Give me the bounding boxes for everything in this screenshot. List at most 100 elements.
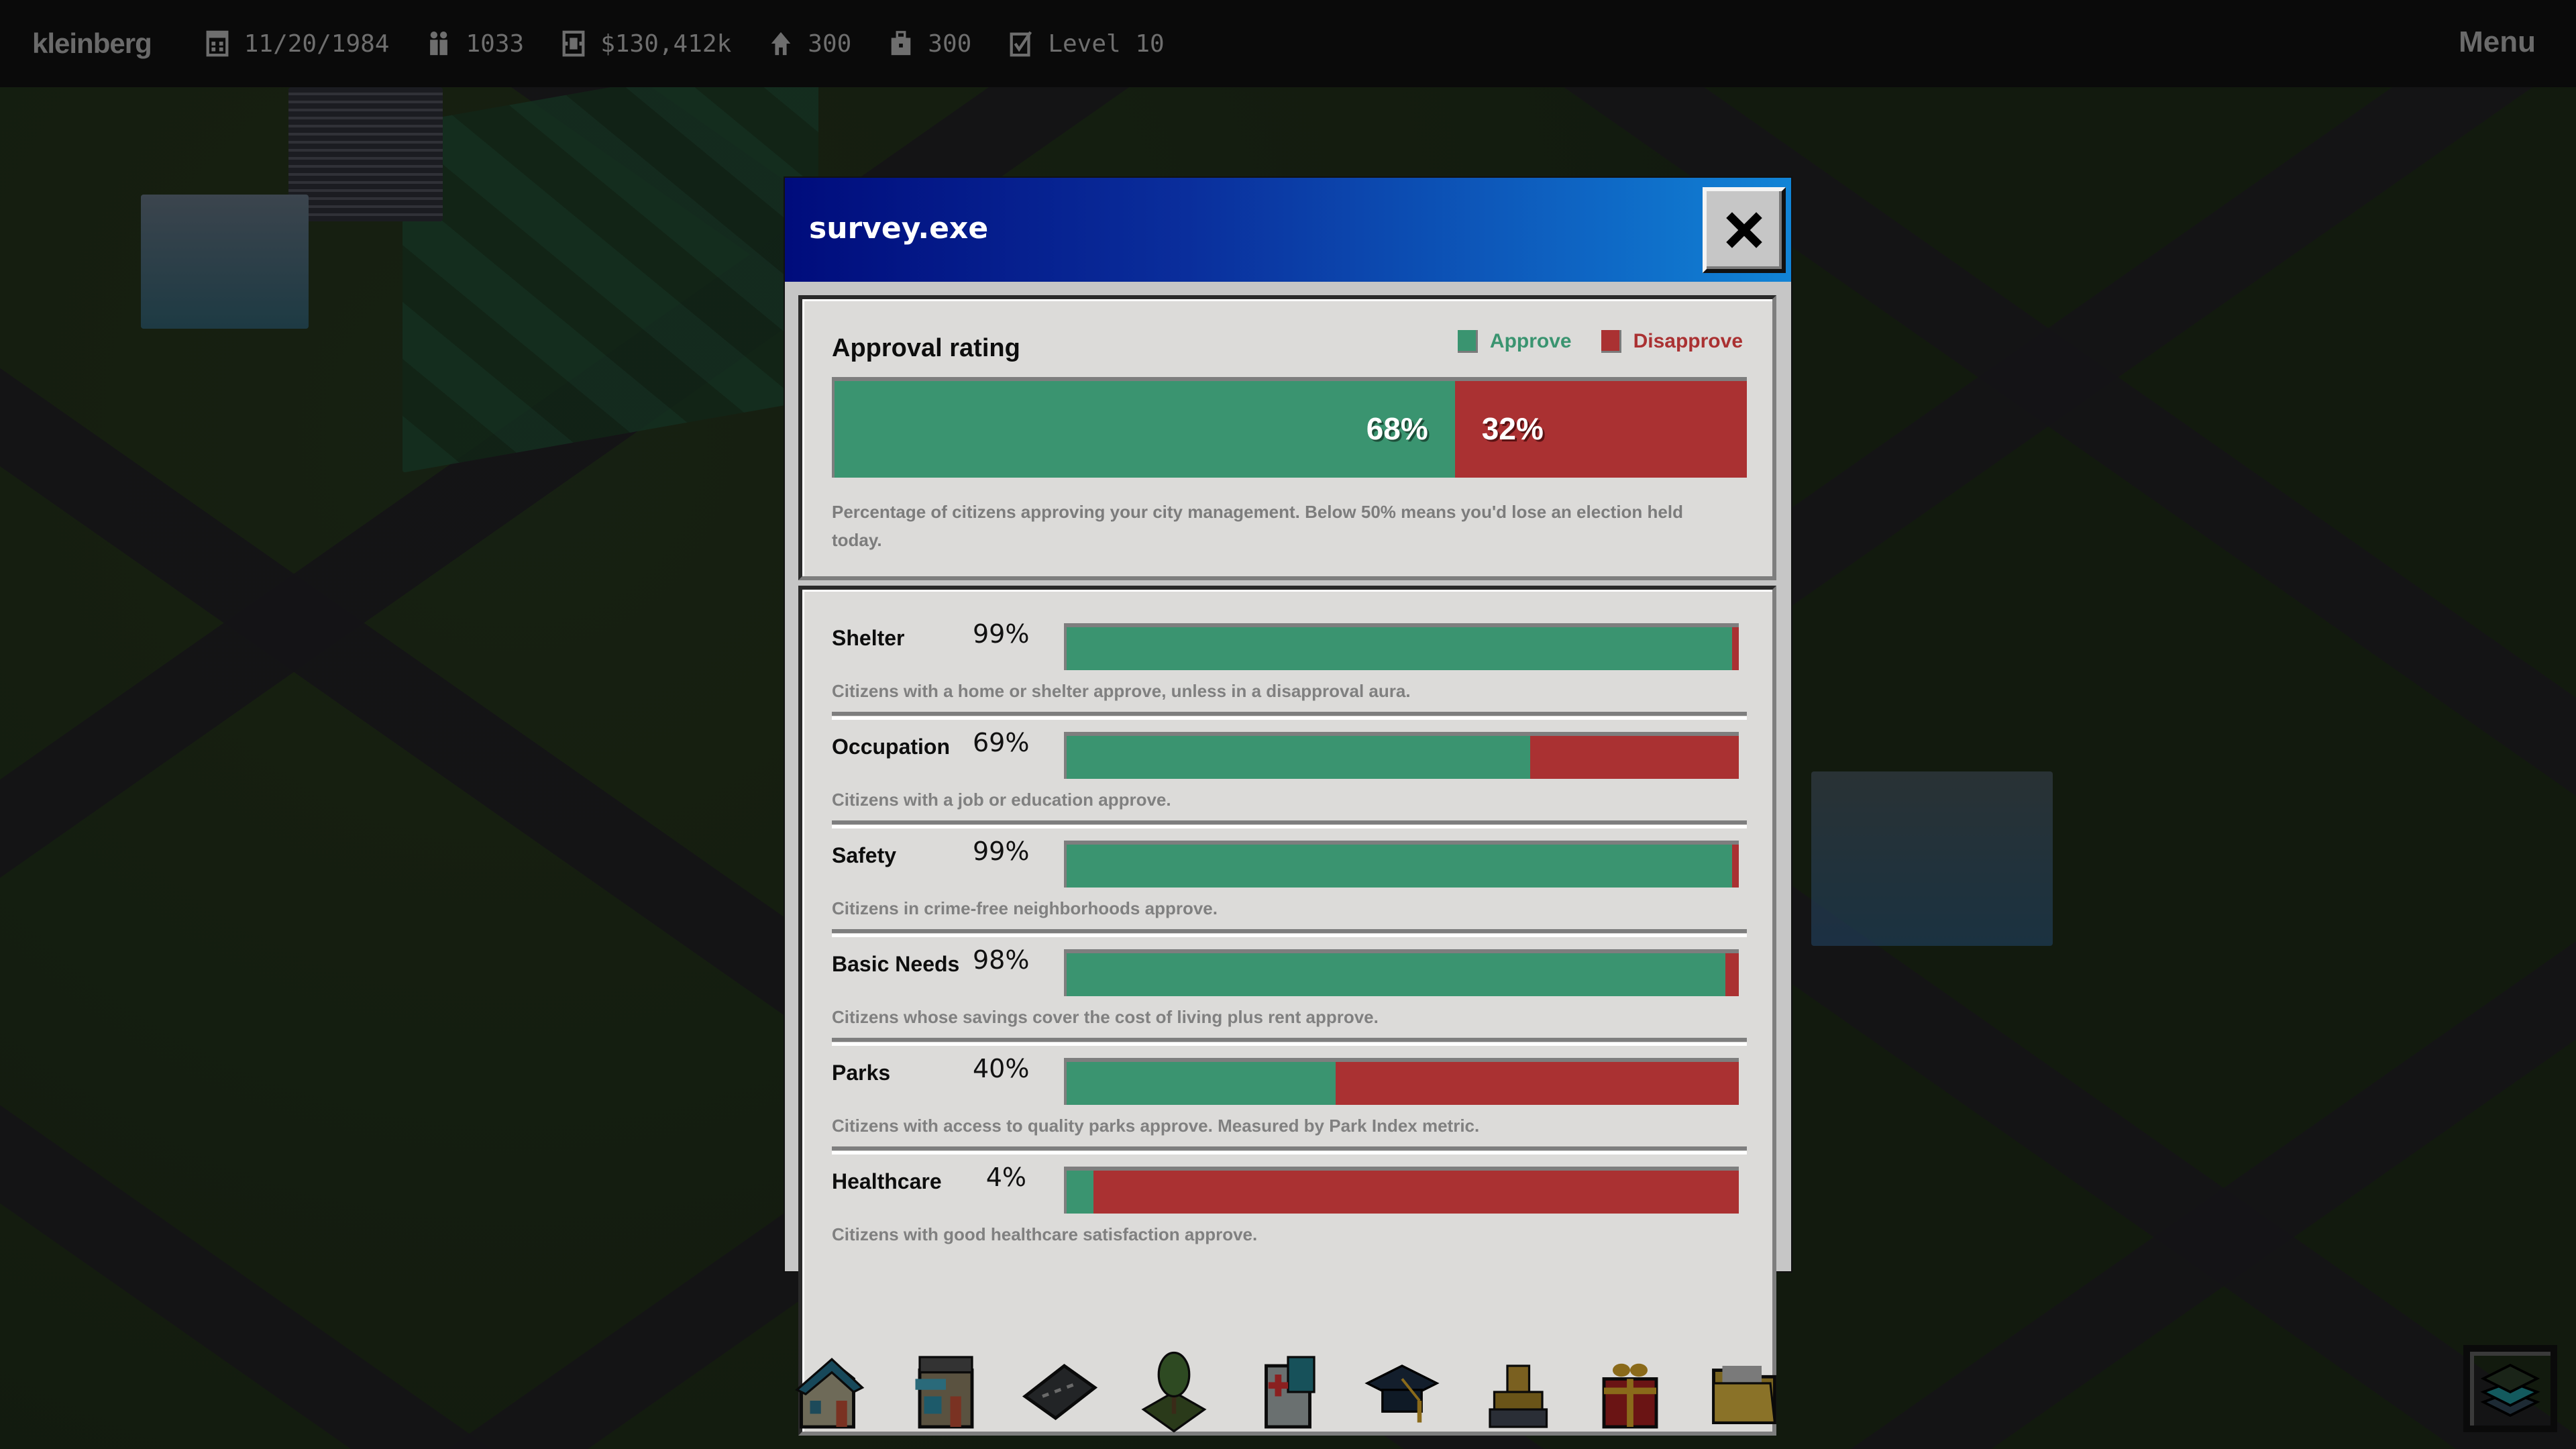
checkbox-icon (1009, 30, 1033, 57)
factor-bar (1064, 949, 1739, 996)
factor-bar-approve (1067, 1171, 1094, 1214)
bulldozer-icon (1489, 1364, 1548, 1428)
jobs-value: 300 (928, 30, 972, 58)
factor-bar (1064, 841, 1739, 888)
level-stat: Level 10 (1009, 30, 1165, 58)
factor-description: Citizens with a job or education approve… (832, 790, 1171, 810)
menu-button[interactable]: Menu (2459, 25, 2536, 58)
road-tool[interactable] (1013, 1345, 1107, 1439)
legend-disapprove-label: Disapprove (1633, 330, 1743, 352)
gift-tool[interactable] (1583, 1345, 1677, 1439)
date-stat: 11/20/1984 (205, 30, 390, 58)
healthcare-tool[interactable] (1241, 1345, 1335, 1439)
approval-description: Percentage of citizens approving your ci… (832, 502, 1683, 550)
bulldozer-tool[interactable] (1469, 1345, 1563, 1439)
factor-name: Occupation (832, 735, 951, 759)
factor-bar-approve (1067, 736, 1531, 779)
education-tool[interactable] (1355, 1345, 1449, 1439)
factor-bar (1064, 1058, 1739, 1105)
factor-name: Basic Needs (832, 952, 960, 976)
close-button[interactable] (1703, 187, 1786, 273)
folder-icon (1712, 1366, 1776, 1424)
factor-description: Citizens with access to quality parks ap… (832, 1116, 1480, 1136)
legend-disapprove: Disapprove (1601, 330, 1743, 353)
factor-name: Healthcare (832, 1169, 942, 1193)
graduation-cap-icon (1364, 1364, 1440, 1423)
factor-bar (1064, 1167, 1739, 1214)
legend-approve-label: Approve (1489, 330, 1572, 352)
factors-panel: Shelter 99% Citizens with a home or shel… (798, 586, 1776, 1436)
build-toolbar (785, 1342, 1791, 1442)
approve-swatch (1457, 330, 1478, 353)
factor-percent: 40% (973, 1054, 1030, 1083)
city-name: kleinberg (32, 28, 152, 59)
residential-tool[interactable] (785, 1345, 879, 1439)
people-icon (427, 30, 451, 57)
park-tool[interactable] (1127, 1345, 1221, 1439)
factor-bar-approve (1067, 845, 1732, 888)
date-value: 11/20/1984 (244, 30, 390, 58)
housing-value: 300 (808, 30, 852, 58)
factor-bar-disapprove (1335, 1062, 1739, 1105)
factor-bar-disapprove (1093, 1171, 1739, 1214)
population-value: 1033 (466, 30, 525, 58)
factor-percent: 69% (973, 728, 1030, 757)
dialog-title: survey.exe (809, 211, 989, 246)
house-icon (769, 30, 793, 57)
commercial-tool[interactable] (899, 1345, 993, 1439)
factor-bar (1064, 623, 1739, 670)
factor-bar-approve (1067, 627, 1732, 670)
hospital-icon (1265, 1356, 1316, 1429)
divider (832, 712, 1747, 720)
factor-bar-approve (1067, 953, 1725, 996)
factor-bar-disapprove (1731, 627, 1739, 670)
layers-button[interactable] (2463, 1345, 2557, 1432)
factor-name: Shelter (832, 626, 905, 650)
legend-approve: Approve (1457, 330, 1572, 353)
factor-parks: Parks 40% Citizens with access to qualit… (832, 1034, 1747, 1142)
factor-name: Safety (832, 843, 897, 867)
map-office-building (141, 195, 309, 329)
factor-bar-approve (1067, 1062, 1336, 1105)
approval-bar-approve: 68% (835, 381, 1455, 478)
approval-bar: 68% 32% (832, 377, 1747, 478)
map-tower (288, 87, 443, 221)
population-stat: 1033 (427, 30, 524, 58)
money-icon (561, 30, 586, 57)
factor-bar-disapprove (1530, 736, 1739, 779)
divider (832, 1146, 1747, 1155)
factor-name: Parks (832, 1061, 891, 1085)
factor-bar (1064, 732, 1739, 779)
map-hospital-building (1811, 771, 2053, 946)
briefcase-icon (889, 30, 913, 57)
factor-percent: 98% (973, 945, 1030, 975)
factor-healthcare: Healthcare 4% Citizens with good healthc… (832, 1142, 1747, 1251)
approve-percent: 68% (1366, 411, 1428, 446)
factor-bar-disapprove (1731, 845, 1739, 888)
factor-safety: Safety 99% Citizens in crime-free neighb… (832, 816, 1747, 925)
factor-percent: 99% (973, 837, 1030, 866)
shop-icon (915, 1356, 974, 1429)
approval-title: Approval rating (832, 334, 1020, 362)
divider (832, 820, 1747, 828)
factor-percent: 99% (973, 619, 1030, 649)
factor-description: Citizens whose savings cover the cost of… (832, 1007, 1379, 1027)
factor-description: Citizens in crime-free neighborhoods app… (832, 898, 1218, 918)
divider (832, 1038, 1747, 1046)
factor-bar-disapprove (1725, 953, 1739, 996)
files-tool[interactable] (1697, 1345, 1791, 1439)
top-bar: kleinberg 11/20/1984 1033 $130,412k 300 … (0, 0, 2576, 87)
road-icon (1022, 1363, 1098, 1421)
disapprove-swatch (1601, 330, 1621, 353)
approval-legend: Approve Disapprove (1428, 330, 1743, 353)
disapprove-percent: 32% (1481, 411, 1544, 446)
dialog-titlebar[interactable]: survey.exe (785, 178, 1791, 282)
close-icon (1726, 212, 1762, 248)
level-value: Level 10 (1048, 30, 1165, 58)
funds-value: $130,412k (600, 30, 732, 58)
factor-description: Citizens with good healthcare satisfacti… (832, 1224, 1258, 1244)
jobs-stat: 300 (889, 30, 971, 58)
factor-occupation: Occupation 69% Citizens with a job or ed… (832, 708, 1747, 816)
factor-basic-needs: Basic Needs 98% Citizens whose savings c… (832, 925, 1747, 1034)
calendar-icon (205, 30, 229, 57)
